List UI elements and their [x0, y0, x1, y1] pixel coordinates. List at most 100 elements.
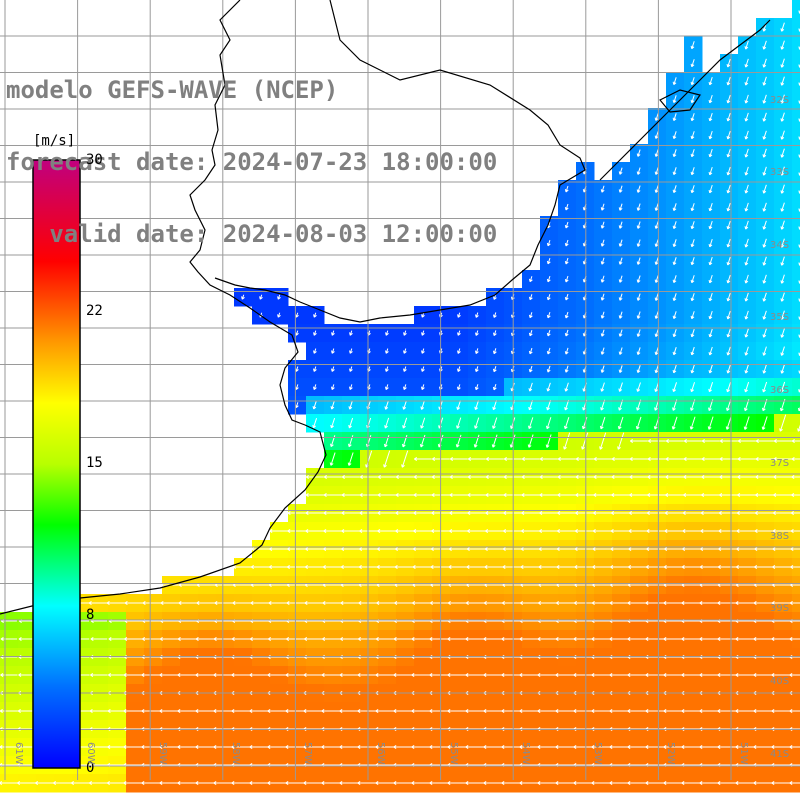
- wind-arrow: [592, 547, 614, 551]
- wind-arrow: [726, 381, 732, 393]
- wind-arrow: [754, 511, 775, 515]
- wind-arrow: [708, 112, 713, 122]
- wind-arrow: [636, 329, 641, 337]
- wind-arrow: [791, 475, 800, 479]
- wind-arrow: [528, 365, 533, 373]
- wind-arrow: [773, 475, 793, 479]
- wind-arrow: [600, 203, 605, 211]
- wind-arrow: [539, 475, 559, 479]
- wind-arrow: [708, 256, 713, 266]
- wind-arrow: [341, 547, 361, 551]
- wind-arrow: [493, 312, 497, 318]
- wind-arrow: [420, 384, 425, 390]
- wind-arrow: [636, 365, 641, 374]
- wind-arrow: [683, 439, 702, 443]
- wind-cell: [792, 378, 800, 397]
- wind-arrow: [16, 781, 37, 785]
- wind-arrow: [492, 417, 498, 429]
- wind-arrow: [421, 312, 425, 318]
- wind-arrow: [708, 94, 713, 104]
- wind-arrow: [737, 457, 757, 461]
- wind-arrow: [654, 167, 659, 175]
- wind-arrow: [755, 439, 774, 443]
- wind-arrow: [701, 457, 721, 461]
- wind-arrow: [412, 565, 434, 569]
- wind-arrow: [700, 511, 722, 515]
- wind-arrow: [539, 493, 559, 497]
- wind-arrow: [762, 130, 767, 140]
- wind-arrow: [629, 493, 649, 497]
- wind-arrow: [600, 347, 605, 355]
- wind-arrow: [313, 366, 317, 372]
- wind-arrow: [564, 257, 569, 265]
- wind-arrow: [664, 547, 686, 551]
- wind-arrow: [413, 493, 433, 497]
- wind-arrow: [546, 239, 551, 247]
- wind-arrow: [772, 565, 794, 569]
- wind-arrow: [701, 475, 721, 479]
- wind-arrow: [654, 239, 659, 247]
- wind-arrow: [762, 220, 767, 230]
- lon-label: 56W: [375, 742, 386, 765]
- wind-arrow: [744, 310, 749, 320]
- wind-arrow: [313, 312, 317, 318]
- wind-arrow: [385, 330, 389, 336]
- title-model: modelo GEFS-WAVE (NCEP): [6, 76, 339, 104]
- wind-arrow: [726, 148, 731, 158]
- wind-arrow: [359, 475, 378, 479]
- wind-arrow: [106, 601, 128, 605]
- wind-arrow: [70, 781, 91, 785]
- wind-arrow: [744, 274, 749, 284]
- lon-label: 61W: [13, 742, 24, 765]
- wind-arrow: [646, 511, 667, 515]
- wind-arrow: [618, 311, 623, 319]
- wind-arrow: [744, 381, 750, 393]
- wind-cell: [792, 72, 800, 91]
- lon-label: 51W: [738, 742, 749, 765]
- wind-arrow: [708, 202, 713, 212]
- wind-arrow: [707, 416, 714, 430]
- wind-arrow: [304, 565, 325, 569]
- wind-arrow: [377, 511, 397, 515]
- wind-arrow: [726, 292, 731, 302]
- wind-arrow: [557, 457, 576, 461]
- wind-arrow: [394, 601, 416, 605]
- wind-arrow: [268, 565, 289, 569]
- wind-arrow: [611, 493, 631, 497]
- wind-arrow: [330, 400, 335, 410]
- wind-arrow: [564, 382, 569, 392]
- lat-label: 32S: [770, 95, 790, 106]
- wind-cell: [792, 126, 800, 145]
- wind-arrow: [546, 275, 551, 283]
- wind-arrow: [520, 529, 541, 533]
- wind-arrow: [708, 76, 713, 86]
- wind-arrow: [419, 434, 426, 448]
- wind-arrow: [329, 452, 336, 466]
- wind-cell: [792, 414, 800, 433]
- wind-arrow: [647, 457, 667, 461]
- wind-arrow: [726, 256, 731, 266]
- wind-arrow: [538, 565, 560, 569]
- wind-arrow: [250, 601, 272, 605]
- wind-arrow: [618, 239, 623, 247]
- wind-arrow: [780, 94, 785, 104]
- wind-arrow: [647, 493, 667, 497]
- wind-arrow: [726, 76, 731, 86]
- wind-arrow: [599, 416, 606, 430]
- wind-arrow: [780, 364, 785, 374]
- wind-arrow: [331, 366, 335, 372]
- wind-arrow: [466, 547, 487, 551]
- wind-arrow: [744, 256, 749, 266]
- wind-arrow: [701, 439, 720, 443]
- wind-arrow: [708, 364, 713, 374]
- wind-arrow: [521, 475, 541, 479]
- wind-arrow: [556, 529, 577, 533]
- coastline: [0, 0, 771, 615]
- wind-arrow: [124, 601, 146, 605]
- wind-arrow: [347, 452, 354, 466]
- wind-arrow: [395, 511, 415, 515]
- wind-arrow: [412, 547, 433, 551]
- wind-arrow: [719, 457, 739, 461]
- wind-arrow: [672, 131, 677, 140]
- wind-arrow: [323, 511, 343, 515]
